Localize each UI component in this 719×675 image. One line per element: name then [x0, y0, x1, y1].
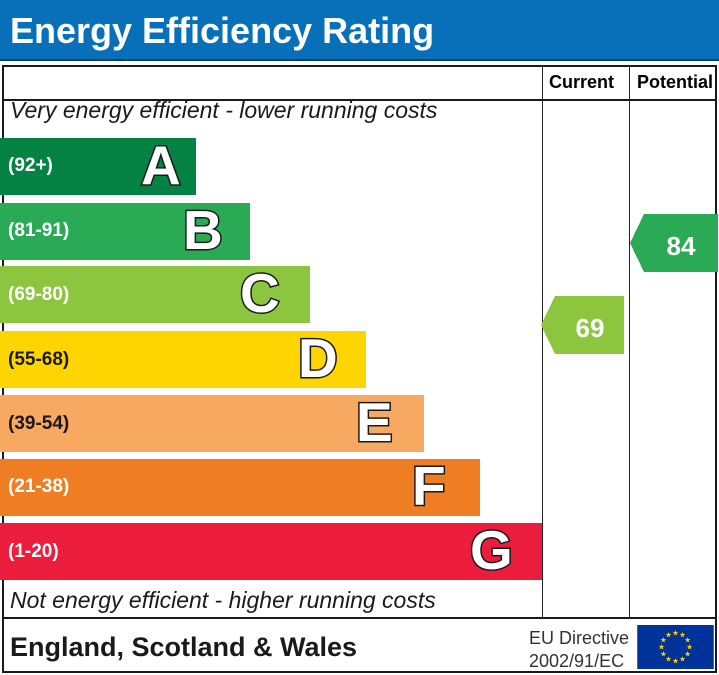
- svg-text:F: F: [412, 455, 446, 517]
- svg-text:69: 69: [576, 313, 605, 343]
- svg-text:B: B: [183, 199, 223, 261]
- svg-text:G: G: [470, 519, 513, 581]
- svg-text:84: 84: [667, 231, 696, 261]
- svg-text:C: C: [240, 262, 280, 324]
- svg-text:A: A: [141, 134, 181, 196]
- svg-text:D: D: [298, 327, 338, 389]
- svg-text:E: E: [356, 391, 393, 453]
